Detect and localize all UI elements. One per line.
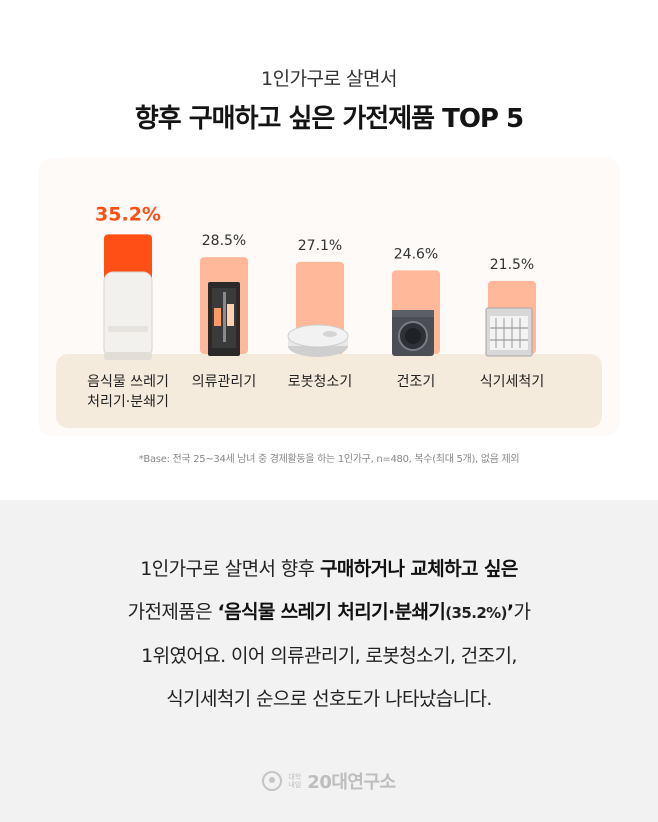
bar-chart: 35.2% 28.5% 27.1% 24.6% 21.5% 음식물 쓰레기처리기·분쇄기… [56,203,602,428]
summary-line-4: 식기세척기 순으로 선호도가 나타났습니다. [166,688,492,710]
clothes-care-icon [208,282,240,356]
category-label-1-line-2: 처리기·분쇄기 [87,394,169,410]
value-label-5: 21.5% [490,257,534,273]
category-label-1-line-1: 음식물 쓰레기 [87,374,169,390]
chart-title: 향후 구매하고 싶은 가전제품 TOP 5 [134,104,524,134]
summary-line-1: 1인가구로 살면서 향후 구매하거나 교체하고 싶은 [140,558,518,580]
location-pin-icon [262,771,283,791]
label-band [56,354,602,428]
food-waste-processor-icon [103,271,153,360]
summary-text: 1인가구로 살면서 향후 구매하거나 교체하고 싶은 가전제품은 ‘음식물 쓰레… [0,548,658,721]
dishwasher-icon [485,307,533,357]
summary-line-3: 1위였어요. 이어 의류관리기, 로봇청소기, 건조기, [141,645,517,667]
value-label-2: 28.5% [202,233,246,249]
brand-logo: 대학 내일 20대연구소 [0,768,658,794]
category-label-2: 의류관리기 [192,374,256,390]
summary-line-2: 가전제품은 ‘음식물 쓰레기 처리기·분쇄기(35.2%)’가 [127,601,531,623]
category-label-3: 로봇청소기 [288,374,352,390]
summary-section: 1인가구로 살면서 향후 구매하거나 교체하고 싶은 가전제품은 ‘음식물 쓰레… [0,500,658,822]
value-label-4: 24.6% [394,246,438,262]
chart-subtitle: 1인가구로 살면서 [261,68,398,90]
value-label-3: 27.1% [298,238,342,254]
value-label-1: 35.2% [95,203,161,225]
category-label-5: 식기세척기 [480,374,544,390]
base-note: *Base: 전국 25~34세 남녀 중 경제활동을 하는 1인가구, n=4… [138,454,520,465]
robot-vacuum-icon [287,324,349,357]
infographic-top: 1인가구로 살면서 향후 구매하고 싶은 가전제품 TOP 5 [38,68,620,465]
category-label-4: 건조기 [397,374,436,390]
logo-text: 20대연구소 [307,772,396,793]
dryer-icon [392,310,434,356]
logo-small-text: 대학 내일 [288,773,302,789]
